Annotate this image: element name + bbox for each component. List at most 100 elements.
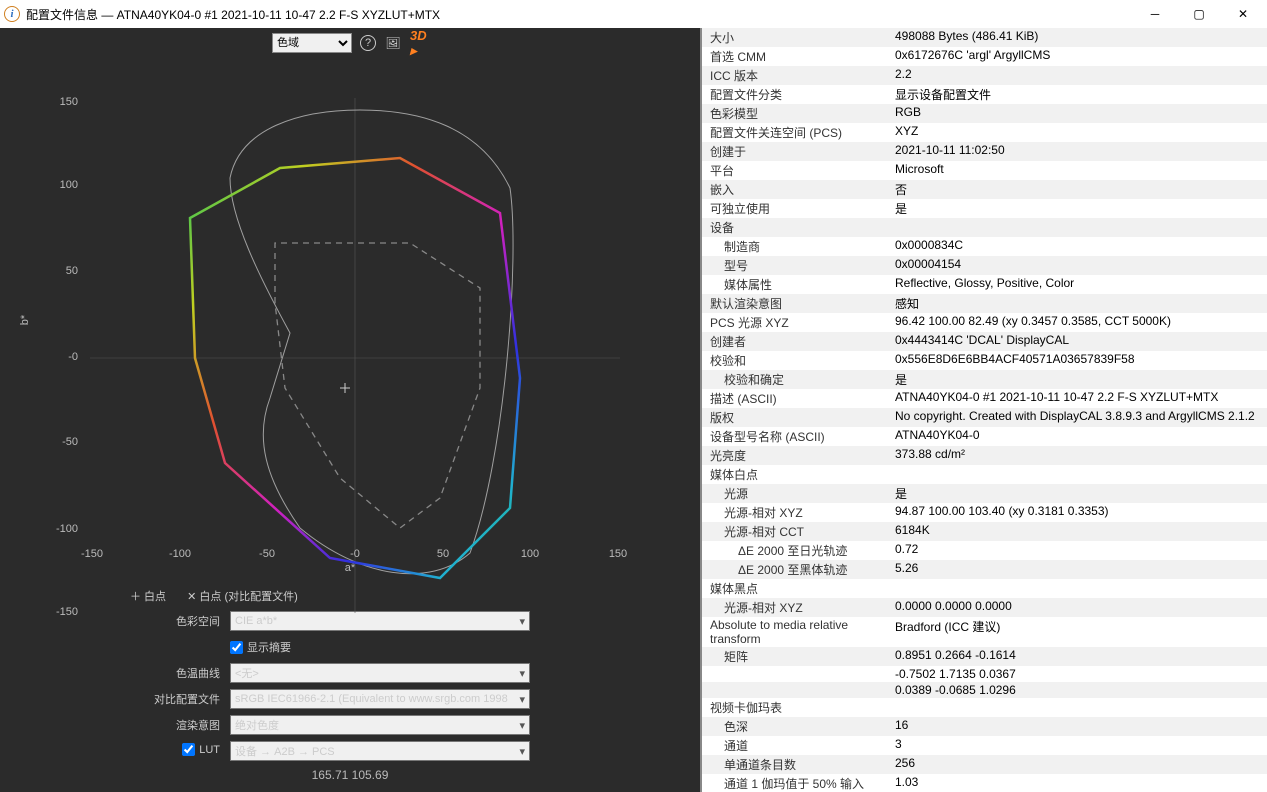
info-value: 0x4443414C 'DCAL' DisplayCAL bbox=[887, 332, 1267, 351]
info-key: 设备 bbox=[702, 218, 887, 237]
info-key: 光源-相对 XYZ bbox=[702, 598, 887, 617]
info-value: 1.03 bbox=[887, 774, 1267, 792]
info-row: 平台Microsoft bbox=[702, 161, 1267, 180]
info-key: 设备型号名称 (ASCII) bbox=[702, 427, 887, 446]
info-row: 型号0x00004154 bbox=[702, 256, 1267, 275]
info-row: 单通道条目数256 bbox=[702, 755, 1267, 774]
help-icon[interactable]: ? bbox=[360, 35, 376, 51]
info-key: 媒体属性 bbox=[702, 275, 887, 294]
info-value: 是 bbox=[887, 484, 1267, 503]
info-row: 配置文件分类显示设备配置文件 bbox=[702, 85, 1267, 104]
info-value: 否 bbox=[887, 180, 1267, 199]
info-row: PCS 光源 XYZ96.42 100.00 82.49 (xy 0.3457 … bbox=[702, 313, 1267, 332]
info-key: 创建者 bbox=[702, 332, 887, 351]
maximize-button[interactable]: ▢ bbox=[1179, 1, 1219, 27]
info-value: XYZ bbox=[887, 123, 1267, 142]
info-row: 通道 1 伽玛值于 50% 输入1.03 bbox=[702, 774, 1267, 792]
tonecurve-label: 色温曲线 bbox=[10, 665, 230, 681]
y-tick: -100 bbox=[50, 523, 78, 535]
info-row: 大小498088 Bytes (486.41 KiB) bbox=[702, 28, 1267, 47]
info-value: 96.42 100.00 82.49 (xy 0.3457 0.3585, CC… bbox=[887, 313, 1267, 332]
y-tick: 50 bbox=[50, 265, 78, 277]
info-value: 373.88 cd/m² bbox=[887, 446, 1267, 465]
compare-label: 对比配置文件 bbox=[10, 691, 230, 707]
info-row: 媒体属性Reflective, Glossy, Positive, Color bbox=[702, 275, 1267, 294]
info-key bbox=[702, 682, 887, 698]
info-row: Absolute to media relative transformBrad… bbox=[702, 617, 1267, 647]
3d-icon[interactable]: 3D ▸ bbox=[410, 34, 428, 52]
x-tick: 100 bbox=[515, 548, 545, 560]
intent-select[interactable]: 绝对色度▾ bbox=[230, 715, 530, 735]
info-value: 16 bbox=[887, 717, 1267, 736]
info-value: 0x556E8D6E6BB4ACF40571A03657839F58 bbox=[887, 351, 1267, 370]
info-value: 2021-10-11 11:02:50 bbox=[887, 142, 1267, 161]
show-summary-checkbox[interactable]: 显示摘要 bbox=[230, 639, 530, 655]
info-key: ΔE 2000 至黑体轨迹 bbox=[702, 560, 887, 579]
info-row: 校验和0x556E8D6E6BB4ACF40571A03657839F58 bbox=[702, 351, 1267, 370]
image-icon[interactable]: 🖼 bbox=[384, 34, 402, 52]
x-tick: 50 bbox=[428, 548, 458, 560]
info-value bbox=[887, 579, 1267, 598]
info-row: 光源-相对 XYZ0.0000 0.0000 0.0000 bbox=[702, 598, 1267, 617]
info-row: 色彩模型RGB bbox=[702, 104, 1267, 123]
info-value: -0.7502 1.7135 0.0367 bbox=[887, 666, 1267, 682]
app-icon: i bbox=[4, 6, 20, 22]
info-value bbox=[887, 465, 1267, 484]
info-key: 嵌入 bbox=[702, 180, 887, 199]
crosshair-marker bbox=[340, 383, 350, 393]
info-panel[interactable]: 大小498088 Bytes (486.41 KiB)首选 CMM0x61726… bbox=[702, 28, 1267, 792]
info-value: 0x0000834C bbox=[887, 237, 1267, 256]
info-key: 光源-相对 CCT bbox=[702, 522, 887, 541]
y-tick: -150 bbox=[50, 606, 78, 618]
info-key: 光源-相对 XYZ bbox=[702, 503, 887, 522]
info-key: 校验和确定 bbox=[702, 370, 887, 389]
x-tick: 150 bbox=[603, 548, 633, 560]
info-key: 光源 bbox=[702, 484, 887, 503]
titlebar: i 配置文件信息 — ATNA40YK04-0 #1 2021-10-11 10… bbox=[0, 0, 1267, 28]
info-key: 平台 bbox=[702, 161, 887, 180]
info-row: 配置文件关连空间 (PCS)XYZ bbox=[702, 123, 1267, 142]
info-key: 媒体黑点 bbox=[702, 579, 887, 598]
info-value: 5.26 bbox=[887, 560, 1267, 579]
gamut-chart: 15010050-0-50-100-150 -150-100-50-050100… bbox=[0, 58, 700, 582]
tonecurve-select[interactable]: <无>▾ bbox=[230, 663, 530, 683]
x-tick: -100 bbox=[165, 548, 195, 560]
info-key: 矩阵 bbox=[702, 647, 887, 666]
y-tick: 100 bbox=[50, 179, 78, 191]
x-tick: -50 bbox=[252, 548, 282, 560]
info-key: 可独立使用 bbox=[702, 199, 887, 218]
gamut-dropdown[interactable]: 色域 bbox=[272, 33, 352, 53]
info-row: 矩阵0.8951 0.2664 -0.1614 bbox=[702, 647, 1267, 666]
info-value: 94.87 100.00 103.40 (xy 0.3181 0.3353) bbox=[887, 503, 1267, 522]
info-row: 设备 bbox=[702, 218, 1267, 237]
info-key: 默认渲染意图 bbox=[702, 294, 887, 313]
minimize-button[interactable]: ─ bbox=[1135, 1, 1175, 27]
info-row: 可独立使用是 bbox=[702, 199, 1267, 218]
close-button[interactable]: ✕ bbox=[1223, 1, 1263, 27]
info-value: ATNA40YK04-0 #1 2021-10-11 10-47 2.2 F-S… bbox=[887, 389, 1267, 408]
info-row: 设备型号名称 (ASCII)ATNA40YK04-0 bbox=[702, 427, 1267, 446]
info-value: Microsoft bbox=[887, 161, 1267, 180]
info-row: 媒体白点 bbox=[702, 465, 1267, 484]
info-key: PCS 光源 XYZ bbox=[702, 313, 887, 332]
compare-profile-select[interactable]: sRGB IEC61966-2.1 (Equivalent to www.srg… bbox=[230, 689, 530, 709]
info-row: 校验和确定是 bbox=[702, 370, 1267, 389]
info-key: 制造商 bbox=[702, 237, 887, 256]
info-key: 视频卡伽玛表 bbox=[702, 698, 887, 717]
info-key: 色深 bbox=[702, 717, 887, 736]
info-key bbox=[702, 666, 887, 682]
info-row: 创建于2021-10-11 11:02:50 bbox=[702, 142, 1267, 161]
info-row: ICC 版本2.2 bbox=[702, 66, 1267, 85]
info-value: Bradford (ICC 建议) bbox=[887, 617, 1267, 647]
info-key: 媒体白点 bbox=[702, 465, 887, 484]
lut-select[interactable]: 设备 → A2B → PCS▾ bbox=[230, 741, 530, 761]
info-key: 通道 1 伽玛值于 50% 输入 bbox=[702, 774, 887, 792]
lut-checkbox[interactable]: LUT bbox=[10, 743, 220, 756]
info-value: 显示设备配置文件 bbox=[887, 85, 1267, 104]
info-row: 创建者0x4443414C 'DCAL' DisplayCAL bbox=[702, 332, 1267, 351]
info-value: RGB bbox=[887, 104, 1267, 123]
info-row: 光源-相对 XYZ94.87 100.00 103.40 (xy 0.3181 … bbox=[702, 503, 1267, 522]
info-row: 色深16 bbox=[702, 717, 1267, 736]
info-key: 创建于 bbox=[702, 142, 887, 161]
info-key: 单通道条目数 bbox=[702, 755, 887, 774]
